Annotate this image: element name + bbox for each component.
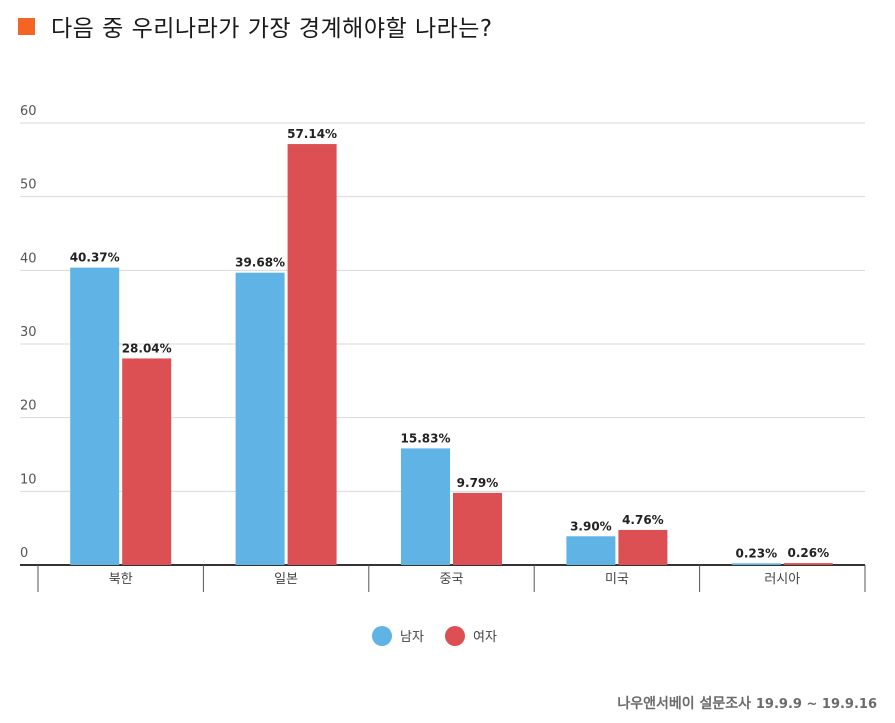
data-label: 57.14%	[287, 127, 337, 141]
y-tick-label: 30	[20, 325, 37, 340]
legend-swatch	[445, 626, 465, 646]
y-tick-label: 60	[20, 104, 37, 119]
data-label: 0.23%	[735, 546, 777, 560]
source-caption: 나우앤서베이 설문조사 19.9.9 ~ 19.9.16	[617, 693, 877, 713]
x-tick-label: 북한	[109, 572, 133, 587]
data-label: 15.83%	[401, 431, 451, 445]
y-tick-label: 0	[20, 546, 28, 561]
bar	[70, 267, 120, 565]
y-tick-label: 50	[20, 178, 37, 193]
legend-label: 여자	[473, 630, 497, 645]
y-tick-label: 10	[20, 472, 37, 487]
chart-header: 다음 중 우리나라가 가장 경계해야할 나라는?	[18, 8, 493, 44]
data-label: 28.04%	[122, 341, 172, 355]
data-label: 39.68%	[235, 256, 285, 270]
x-tick-label: 미국	[605, 572, 629, 587]
bar	[122, 358, 172, 565]
title-marker-square	[18, 17, 35, 35]
bar	[401, 448, 450, 565]
bar	[731, 563, 781, 565]
source-date-range: 19.9.9 ~ 19.9.16	[755, 697, 877, 712]
legend-swatch	[372, 626, 392, 646]
data-label: 40.37%	[70, 251, 120, 265]
bar	[783, 563, 833, 565]
y-tick-label: 40	[20, 251, 37, 266]
data-label: 9.79%	[457, 476, 499, 490]
data-label: 0.26%	[787, 546, 829, 560]
legend-label: 남자	[400, 630, 424, 645]
data-label: 4.76%	[622, 513, 664, 527]
x-tick-label: 러시아	[764, 572, 800, 587]
bar	[453, 492, 502, 565]
chart-title: 다음 중 우리나라가 가장 경계해야할 나라는?	[51, 16, 493, 42]
bar	[618, 529, 668, 565]
y-tick-label: 20	[20, 399, 37, 414]
data-label: 3.90%	[570, 519, 612, 533]
x-tick-label: 중국	[440, 572, 464, 587]
bar	[566, 536, 616, 565]
source-label: 나우앤서베이 설문조사	[617, 696, 752, 712]
x-tick-label: 일본	[274, 572, 298, 587]
bar	[235, 272, 285, 565]
bar	[287, 144, 337, 565]
